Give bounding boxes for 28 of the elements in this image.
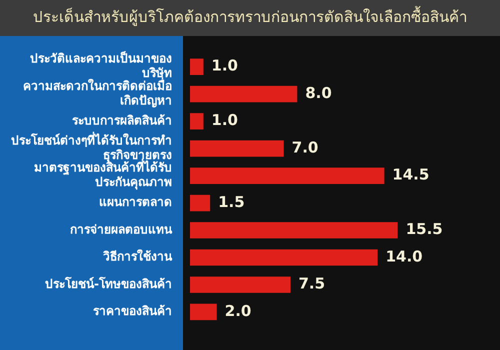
y-tick-label: การจ่ายผลตอบแทน	[70, 222, 173, 236]
data-label: 2.0	[224, 302, 252, 320]
bar	[190, 86, 298, 102]
y-tick-label: ประโยชน์-โทษของสินค้า	[45, 276, 172, 291]
bar	[190, 58, 204, 75]
data-label: 14.0	[386, 247, 423, 266]
data-label: 1.0	[211, 111, 238, 130]
bar	[190, 304, 217, 320]
data-label: 14.5	[392, 166, 430, 184]
y-tick-label: ราคาของสินค้า	[93, 304, 172, 318]
data-label: 7.5	[298, 274, 326, 293]
y-tick-label: แผนการตลาด	[99, 195, 172, 210]
data-label: 1.0	[211, 56, 238, 75]
data-label: 8.0	[305, 84, 332, 102]
bar	[190, 113, 204, 130]
bar	[190, 140, 284, 157]
y-tick-label: ระบบการผลิตสินค้า	[72, 113, 172, 128]
bar	[190, 194, 210, 212]
bar	[190, 276, 290, 293]
bar	[190, 168, 384, 184]
y-tick-label: วิธีการใช้งาน	[103, 248, 173, 264]
data-label: 15.5	[406, 220, 443, 238]
data-label: 1.5	[218, 192, 245, 211]
bar	[190, 249, 378, 266]
chart-title: ประเด็นสำหรับผู้บริโภคต้องการทราบก่อนการตัดสินใจเลือกซื้อสินค้า	[32, 5, 468, 28]
y-tick-label: ความสะดวกในการติดต่อเมื่อเกิดปัญหา	[23, 76, 172, 108]
bar	[190, 222, 398, 238]
data-label: 7.0	[292, 138, 318, 156]
